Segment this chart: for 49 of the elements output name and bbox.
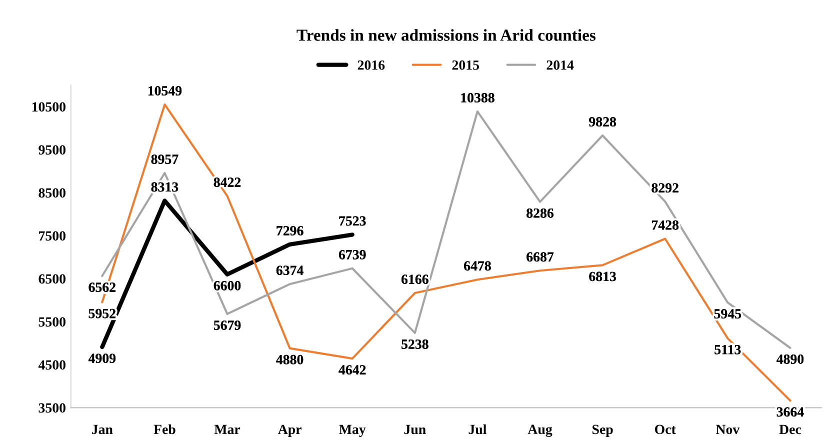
data-label: 8292 — [652, 183, 678, 193]
data-label: 7428 — [652, 220, 679, 230]
legend-label: 2015 — [452, 60, 480, 70]
data-label: 7296 — [276, 226, 304, 236]
data-label: 5679 — [214, 320, 241, 330]
x-tick-label: May — [339, 424, 366, 437]
y-tick-label: 10500 — [32, 102, 66, 112]
data-label: 3664 — [776, 407, 804, 417]
data-label: 4890 — [776, 354, 804, 364]
y-tick-label: 3500 — [38, 403, 66, 413]
legend-label: 2016 — [358, 60, 385, 70]
data-label: 5238 — [402, 340, 428, 349]
data-label: 6374 — [276, 266, 304, 276]
y-tick-label: 5500 — [38, 317, 66, 327]
data-label: 6687 — [526, 252, 554, 262]
y-tick-label: 4500 — [38, 360, 66, 370]
data-label: 8313 — [151, 182, 178, 192]
x-tick-label: Oct — [655, 424, 676, 434]
x-tick-label: Dec — [779, 424, 802, 434]
data-label: 6600 — [214, 280, 241, 290]
data-label: 4880 — [276, 354, 304, 364]
x-tick-label: Mar — [214, 424, 240, 434]
x-tick-label: Sep — [592, 424, 613, 437]
data-label: 5945 — [714, 309, 742, 318]
data-label: 8957 — [151, 154, 178, 164]
x-tick-label: Jun — [404, 424, 426, 434]
data-label: 4642 — [338, 365, 366, 375]
data-label: 6813 — [589, 272, 616, 282]
x-tick-label: Feb — [154, 424, 176, 434]
x-tick-label: Nov — [716, 424, 740, 434]
x-tick-label: Aug — [528, 424, 552, 437]
data-label: 6739 — [338, 250, 366, 260]
x-tick-label: Apr — [278, 424, 302, 437]
chart-title: Trends in new admissions in Arid counties — [296, 29, 596, 41]
y-tick-label: 6500 — [38, 274, 66, 284]
data-label: 7523 — [339, 216, 366, 226]
y-tick-label: 9500 — [38, 145, 66, 155]
legend-label: 2014 — [546, 60, 574, 70]
data-label: 10549 — [148, 86, 182, 96]
x-tick-label: Jan — [92, 424, 113, 434]
data-label: 10388 — [461, 93, 494, 102]
data-label: 6166 — [402, 274, 428, 284]
x-tick-label: Jul — [468, 424, 486, 434]
data-label: 4909 — [88, 354, 116, 364]
data-label: 9828 — [589, 117, 616, 126]
y-tick-label: 8500 — [38, 188, 66, 198]
data-label: 8286 — [526, 208, 554, 218]
y-tick-label: 7500 — [39, 231, 66, 241]
data-label: 6478 — [464, 261, 491, 271]
